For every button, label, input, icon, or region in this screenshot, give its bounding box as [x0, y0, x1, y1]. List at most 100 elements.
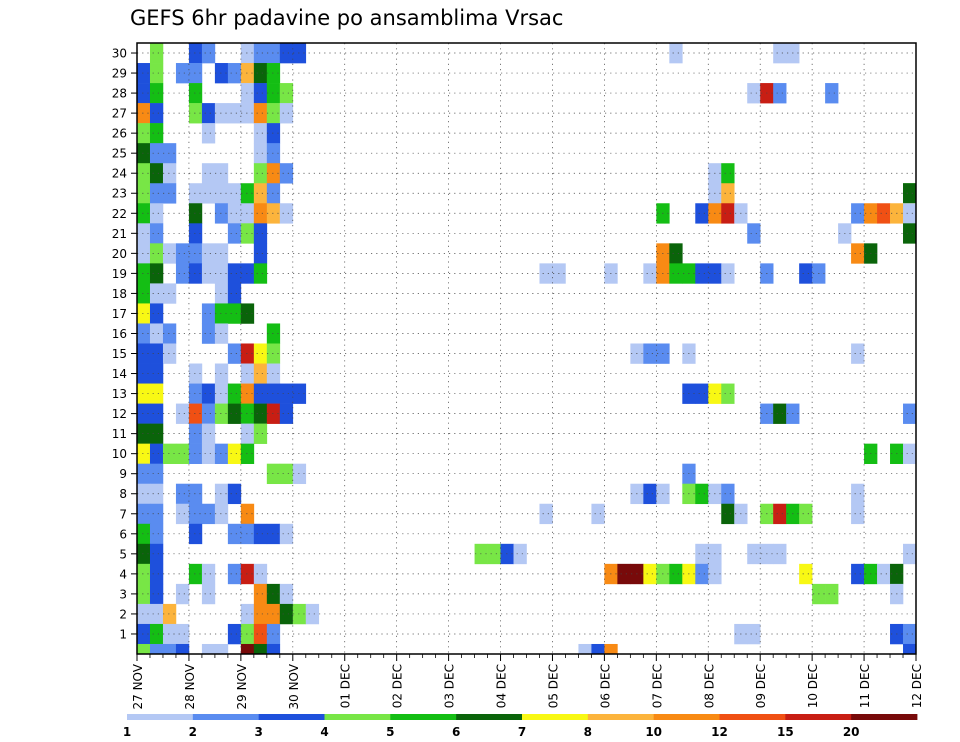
heatmap-cell — [240, 523, 255, 545]
heatmap-cell — [214, 243, 229, 264]
heatmap-cell — [188, 563, 203, 585]
heatmap-cell — [266, 383, 281, 404]
heatmap-cell — [240, 363, 255, 384]
heatmap-cell — [773, 43, 787, 64]
heatmap-cell — [137, 83, 151, 104]
heatmap-cell — [279, 583, 294, 605]
heatmap-cell — [137, 303, 151, 324]
heatmap-cell — [214, 323, 229, 344]
heatmap-cell — [149, 243, 164, 264]
heatmap-cell — [266, 623, 281, 645]
heatmap-cell — [266, 323, 281, 344]
heatmap-cell — [149, 163, 164, 184]
y-tick-label: 5 — [119, 547, 127, 561]
heatmap-cell — [137, 483, 151, 505]
colorbar-swatch — [324, 714, 391, 720]
heatmap-cell — [747, 83, 761, 104]
heatmap-cell — [799, 263, 813, 284]
x-tick-label: 27 NOV — [131, 663, 145, 709]
x-tick-label: 08 DEC — [702, 664, 716, 708]
heatmap-cell — [214, 63, 229, 84]
heatmap-cell — [201, 643, 216, 655]
heatmap-cell — [201, 503, 216, 525]
chart-title: GEFS 6hr padavine po ansamblima Vrsac — [130, 6, 563, 30]
heatmap-cell — [162, 143, 177, 164]
y-tick-label: 16 — [112, 327, 127, 341]
heatmap-cell — [227, 103, 242, 124]
heatmap-cell — [188, 223, 203, 244]
y-tick-label: 3 — [119, 587, 127, 601]
heatmap-cell — [227, 63, 242, 84]
colorbar-label: 3 — [254, 725, 262, 739]
y-tick-label: 18 — [112, 287, 127, 301]
heatmap-cell — [240, 203, 255, 224]
heatmap-cell — [240, 423, 255, 444]
heatmap-cell — [137, 183, 151, 204]
heatmap-cell — [747, 223, 761, 244]
heatmap-cell — [253, 83, 268, 104]
y-tick-label: 25 — [112, 147, 127, 161]
heatmap-cell — [578, 643, 592, 655]
heatmap-cell — [149, 483, 164, 505]
x-tick-label: 03 DEC — [443, 664, 457, 708]
heatmap-cell — [175, 403, 190, 424]
heatmap-cell — [773, 543, 787, 565]
heatmap-cell — [214, 203, 229, 224]
heatmap-cell — [149, 403, 164, 424]
heatmap-cell — [214, 503, 229, 525]
heatmap-cell — [539, 263, 553, 284]
heatmap-cell — [279, 203, 294, 224]
heatmap-cell — [604, 643, 618, 655]
heatmap-cell — [669, 43, 683, 64]
heatmap-cell — [175, 443, 190, 464]
heatmap-cell — [149, 523, 164, 545]
heatmap-cell — [137, 223, 151, 244]
heatmap-cell — [240, 383, 255, 404]
heatmap-cell — [188, 183, 203, 204]
y-tick-label: 21 — [112, 227, 127, 241]
heatmap-cell — [162, 323, 177, 344]
colorbar-label: 1 — [123, 725, 131, 739]
heatmap-cell — [825, 583, 839, 605]
heatmap-cell — [149, 83, 164, 104]
y-tick-label: 6 — [119, 527, 127, 541]
heatmap-cell — [162, 283, 177, 304]
heatmap-cell — [149, 263, 164, 284]
colorbar-swatch — [127, 714, 194, 720]
heatmap-cell — [695, 563, 709, 585]
heatmap-cell — [721, 483, 735, 505]
heatmap-cell — [643, 563, 657, 585]
heatmap-cell — [201, 243, 216, 264]
heatmap-cell — [253, 223, 268, 244]
colorbar-swatch — [653, 714, 720, 720]
heatmap-cell — [188, 383, 203, 404]
heatmap-cell — [851, 563, 865, 585]
x-tick-label: 28 NOV — [183, 663, 197, 709]
y-tick-label: 8 — [119, 487, 127, 501]
heatmap-cell — [137, 363, 151, 384]
heatmap-cell — [227, 483, 242, 505]
y-tick-label: 15 — [112, 347, 127, 361]
heatmap-cell — [162, 603, 177, 625]
heatmap-cell — [162, 163, 177, 184]
heatmap-cell — [253, 143, 268, 164]
heatmap-cell — [137, 383, 151, 404]
heatmap-cell — [188, 483, 203, 505]
heatmap-cell — [903, 643, 917, 655]
y-tick-label: 9 — [119, 467, 127, 481]
heatmap-cell — [279, 83, 294, 104]
heatmap-cell — [669, 243, 683, 264]
heatmap-cell — [149, 303, 164, 324]
heatmap-cell — [149, 43, 164, 64]
x-tick-label: 02 DEC — [391, 664, 405, 708]
heatmap-cell — [279, 383, 294, 404]
heatmap-cell — [201, 563, 216, 585]
colorbar-label: 10 — [645, 725, 662, 739]
heatmap-cell — [162, 623, 177, 645]
heatmap-cell — [149, 323, 164, 344]
heatmap-cell — [773, 403, 787, 424]
heatmap-cell — [240, 403, 255, 424]
y-tick-label: 17 — [112, 307, 127, 321]
heatmap-cell — [240, 103, 255, 124]
